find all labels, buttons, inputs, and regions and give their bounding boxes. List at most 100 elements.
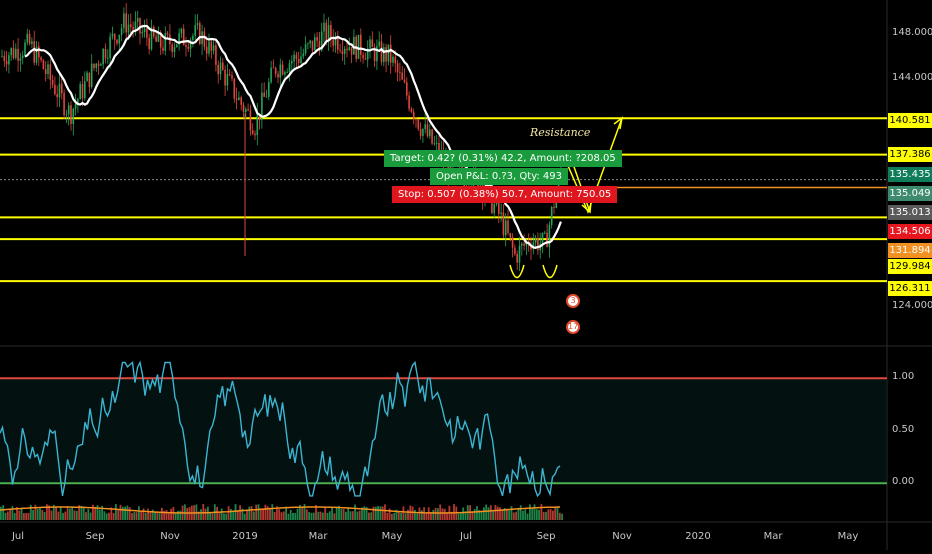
volume-bar: [294, 513, 297, 520]
volume-bar: [46, 504, 48, 520]
candle-body: [95, 63, 98, 68]
oscillator-band-fill: [0, 378, 887, 484]
candle-body: [226, 74, 229, 86]
volume-bar: [89, 512, 92, 520]
volume-bar: [462, 507, 465, 520]
volume-bar: [411, 506, 414, 520]
candle-body: [153, 27, 155, 37]
candle-body: [553, 206, 555, 208]
time-tick-label: Nov: [612, 531, 632, 542]
candle-body: [247, 109, 249, 111]
volume-bars: [0, 504, 563, 520]
candle-body: [277, 73, 279, 78]
candle-body: [337, 36, 339, 50]
candle-body: [150, 27, 153, 50]
volume-bar: [531, 508, 534, 520]
volume-bar: [142, 508, 145, 520]
candle-body: [300, 56, 302, 64]
volume-bar: [174, 512, 177, 520]
volume-bar: [32, 510, 34, 520]
candle-body: [546, 232, 548, 248]
candle-body: [500, 212, 502, 214]
volume-bar: [349, 511, 352, 520]
candle-body: [412, 111, 415, 119]
volume-bar: [140, 510, 143, 520]
candle-body: [136, 18, 139, 22]
candle-body: [90, 63, 93, 88]
candle-body: [143, 28, 146, 33]
volume-bar: [94, 506, 97, 520]
volume-bar: [48, 505, 51, 520]
candle-body: [215, 45, 217, 65]
candle-body: [155, 36, 157, 42]
time-tick-label: Mar: [308, 531, 328, 542]
volume-bar: [147, 508, 149, 520]
candle-body: [171, 44, 173, 52]
volume-bar: [342, 509, 345, 520]
volume-bar: [2, 505, 5, 520]
event-badge-earnings[interactable]: 3: [566, 294, 580, 308]
candle-body: [504, 220, 507, 236]
volume-bar: [354, 504, 356, 520]
candles: [1, 3, 562, 272]
volume-bar: [184, 504, 186, 520]
volume-bar: [499, 507, 501, 520]
candle-body: [194, 25, 196, 36]
candle-body: [233, 78, 236, 99]
volume-bar: [149, 512, 152, 520]
volume-bar: [209, 512, 212, 520]
open-pnl-label[interactable]: Open P&L: 0.?3, Qty: 493: [430, 168, 569, 185]
candle-body: [309, 40, 311, 44]
volume-bar: [443, 508, 446, 520]
volume-bar: [310, 512, 313, 520]
target-order-label[interactable]: Target: 0.42? (0.31%) 42.2, Amount: ?208…: [384, 150, 622, 167]
candle-body: [511, 237, 514, 248]
candle-body: [343, 48, 346, 54]
volume-bar: [418, 507, 421, 520]
volume-bar: [50, 510, 53, 520]
volume-bar: [266, 506, 269, 520]
volume-bar: [20, 507, 23, 520]
volume-bar: [269, 507, 271, 520]
volume-bar: [377, 506, 379, 520]
volume-bar: [144, 512, 147, 520]
volume-bar: [386, 512, 389, 520]
candle-body: [307, 43, 309, 45]
volume-bar: [220, 508, 223, 520]
candle-body: [304, 44, 307, 54]
volume-bar: [225, 513, 228, 520]
candle-body: [408, 95, 410, 109]
volume-bar: [397, 511, 400, 520]
candle-body: [256, 113, 259, 136]
volume-bar: [501, 510, 504, 520]
volume-bar: [105, 513, 108, 520]
candle-body: [208, 41, 210, 54]
candle-body: [125, 13, 127, 33]
volume-bar: [542, 511, 545, 520]
volume-bar: [416, 513, 419, 520]
candle-body: [65, 114, 68, 116]
volume-bar: [340, 509, 343, 520]
candle-body: [435, 143, 438, 144]
volume-bar: [393, 512, 396, 520]
candle-body: [224, 69, 226, 86]
candle-body: [67, 105, 70, 115]
candle-body: [498, 199, 500, 214]
candle-body: [44, 69, 47, 75]
candle-body: [228, 74, 231, 76]
candle-body: [431, 129, 433, 144]
candle-body: [272, 67, 275, 69]
candle-body: [72, 108, 75, 124]
candle-body: [251, 130, 254, 134]
volume-bar: [259, 508, 262, 520]
volume-bar: [227, 506, 230, 520]
stop-order-label[interactable]: Stop: 0.507 (0.38%) 50.7, Amount: 750.05: [392, 186, 618, 203]
time-tick-label: 2020: [685, 531, 711, 542]
event-badge-dividend[interactable]: 17: [566, 320, 580, 334]
candle-body: [433, 143, 436, 145]
volume-bar: [345, 511, 347, 520]
volume-bar: [280, 512, 283, 520]
volume-bar: [395, 509, 398, 520]
